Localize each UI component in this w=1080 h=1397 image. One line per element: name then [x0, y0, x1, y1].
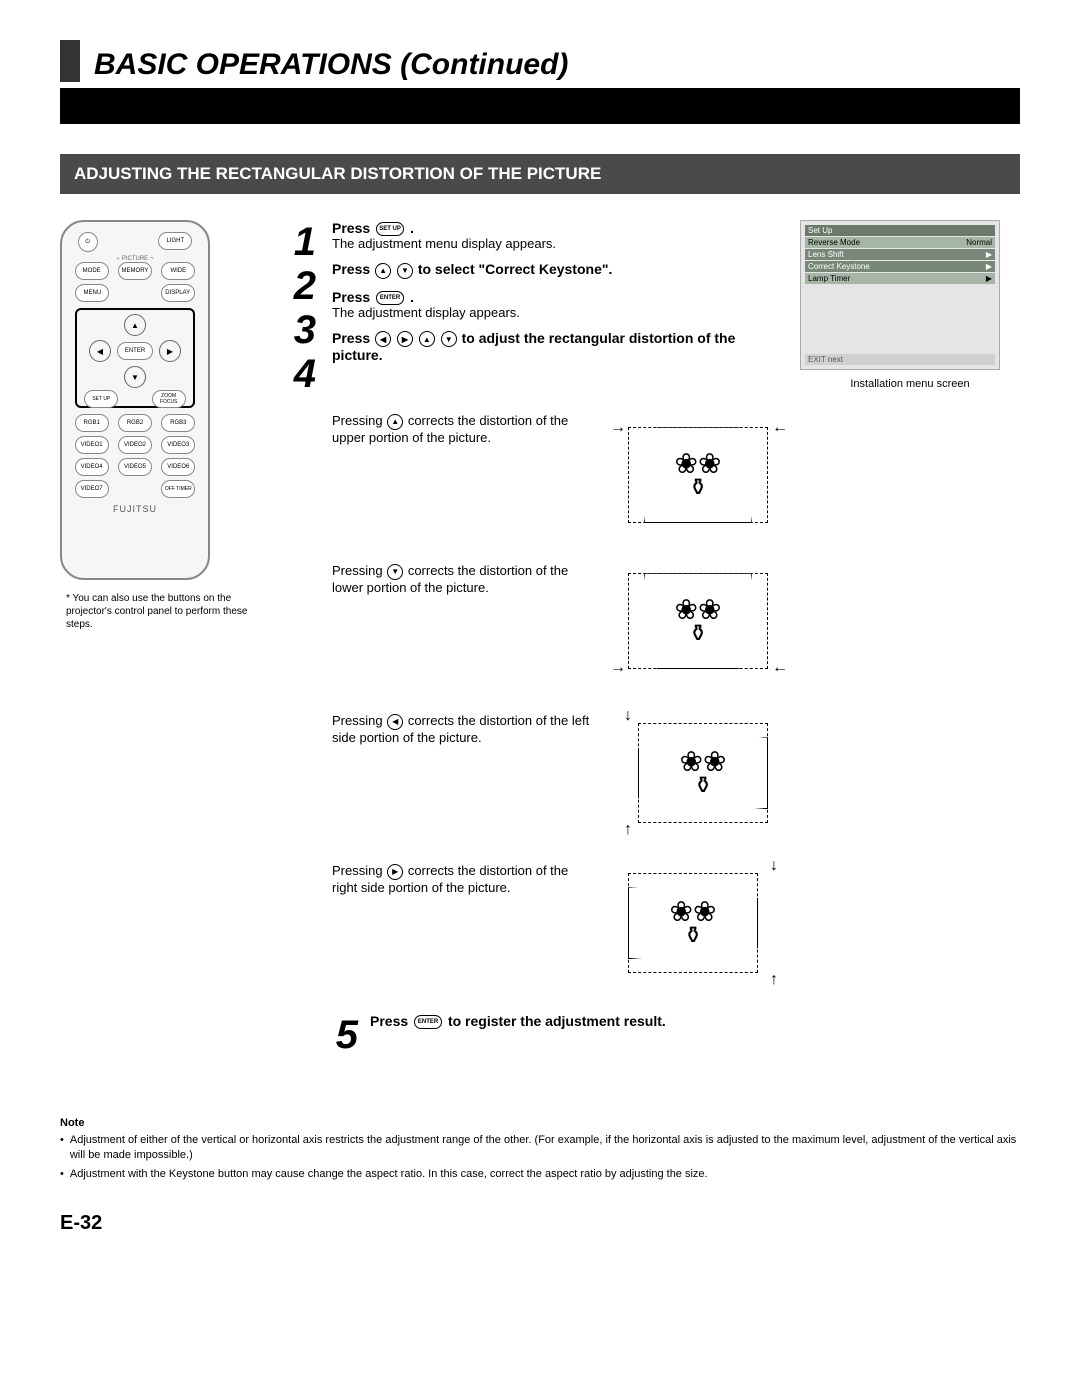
note-2: Adjustment with the Keystone button may …	[70, 1167, 708, 1182]
correction-up: Pressing ▲ corrects the distortion of th…	[332, 413, 784, 533]
menu-screen-column: Set Up Reverse Mode Normal Lens Shift ▶ …	[800, 220, 1020, 1057]
bullet-icon: •	[60, 1167, 64, 1182]
step-3-title: Press ENTER .	[332, 289, 414, 305]
dpad-group: ▲ ◀ ENTER ▶ ▼ SET UP ZOOM FOCUS	[75, 308, 195, 408]
blank-button	[118, 480, 152, 498]
down-arrow-icon: ▼	[441, 331, 457, 347]
arrow-right-icon: →	[610, 419, 626, 437]
enter-icon: ENTER	[414, 1015, 442, 1029]
note-1: Adjustment of either of the vertical or …	[70, 1133, 1020, 1163]
arrow-right-icon: →	[610, 659, 626, 677]
dpad-right-icon: ▶	[159, 340, 181, 362]
header-black-band	[60, 88, 1020, 124]
step-5-title: Press ENTER to register the adjustment r…	[370, 1013, 666, 1029]
left-arrow-icon: ◀	[375, 331, 391, 347]
step-3-sub: The adjustment display appears.	[332, 305, 784, 320]
right-arrow-icon: ▶	[387, 864, 403, 880]
step-1-number: 1	[276, 220, 316, 264]
installation-menu-screen: Set Up Reverse Mode Normal Lens Shift ▶ …	[800, 220, 1000, 370]
menu-item-lamp: Lamp Timer ▶	[805, 273, 995, 284]
menu-item-reverse: Reverse Mode Normal	[805, 237, 995, 248]
right-arrow-icon: ▶	[397, 331, 413, 347]
video5-button: VIDEO5	[118, 458, 152, 476]
distortion-figure-up: → ← ❀❀⚱	[614, 413, 784, 533]
remote-footnote: * You can also use the buttons on the pr…	[60, 592, 260, 631]
rgb2-button: RGB2	[118, 414, 152, 432]
up-arrow-icon: ▲	[387, 414, 403, 430]
arrow-down-icon: ↓	[770, 857, 778, 875]
step-5-number: 5	[332, 1013, 358, 1057]
distortion-figure-down: → ← ❀❀⚱	[614, 563, 784, 683]
step-3-number: 3	[276, 308, 316, 352]
up-arrow-icon: ▲	[375, 263, 391, 279]
video3-button: VIDEO3	[161, 436, 195, 454]
enter-button: ENTER	[117, 342, 153, 360]
display-button: DISPLAY	[161, 284, 195, 302]
setup-icon: SET UP	[376, 222, 404, 236]
wide-button: WIDE	[161, 262, 195, 280]
step-2-title: Press ▲ ▼ to select "Correct Keystone".	[332, 261, 612, 277]
page-title: BASIC OPERATIONS (Continued)	[94, 48, 568, 82]
video7-button: VIDEO7	[75, 480, 109, 498]
left-arrow-icon: ◀	[387, 714, 403, 730]
dpad-up-icon: ▲	[124, 314, 146, 336]
notes-section: Note •Adjustment of either of the vertic…	[60, 1117, 1020, 1182]
rgb3-button: RGB3	[161, 414, 195, 432]
step-1-sub: The adjustment menu display appears.	[332, 236, 784, 251]
step-numbers-column: 1 2 3 4	[276, 220, 316, 1057]
enter-icon: ENTER	[376, 291, 404, 305]
step-2-number: 2	[276, 264, 316, 308]
video2-button: VIDEO2	[118, 436, 152, 454]
page-header: BASIC OPERATIONS (Continued)	[60, 40, 1020, 82]
bullet-icon: •	[60, 1133, 64, 1163]
step-1-title: Press SET UP .	[332, 220, 414, 236]
menu-title: Set Up	[805, 225, 995, 236]
down-arrow-icon: ▼	[397, 263, 413, 279]
arrow-up-icon: ↑	[624, 821, 632, 839]
zoom-focus-button: ZOOM FOCUS	[152, 390, 186, 408]
down-arrow-icon: ▼	[387, 564, 403, 580]
correction-right: Pressing ▶ corrects the distortion of th…	[332, 863, 784, 983]
light-button: LIGHT	[158, 232, 192, 250]
menu-button: MENU	[75, 284, 109, 302]
video4-button: VIDEO4	[75, 458, 109, 476]
rgb1-button: RGB1	[75, 414, 109, 432]
flower-icon: ❀❀⚱	[675, 453, 722, 498]
menu-item-lens: Lens Shift ▶	[805, 249, 995, 260]
dpad-down-icon: ▼	[124, 366, 146, 388]
remote-control-diagram: ⏻ LIGHT ⌐ PICTURE ¬ MODE MEMORY WIDE MEN…	[60, 220, 210, 580]
off-timer-button: OFF TIMER	[161, 480, 195, 498]
setup-button: SET UP	[84, 390, 118, 408]
flower-icon: ❀❀⚱	[670, 901, 717, 946]
correction-left: Pressing ◀ corrects the distortion of th…	[332, 713, 784, 833]
menu-item-keystone: Correct Keystone ▶	[805, 261, 995, 272]
power-button: ⏻	[78, 232, 98, 252]
header-accent-bar	[60, 40, 80, 82]
flower-icon: ❀❀⚱	[680, 751, 727, 796]
correction-down: Pressing ▼ corrects the distortion of th…	[332, 563, 784, 683]
page-number: E-32	[60, 1212, 1020, 1235]
memory-button: MEMORY	[118, 262, 152, 280]
brand-label: FUJITSU	[70, 504, 200, 514]
distortion-figure-right: ↓ ↑ ❀❀⚱	[614, 863, 784, 983]
flower-icon: ❀❀⚱	[675, 599, 722, 644]
arrow-down-icon: ↓	[624, 707, 632, 725]
note-heading: Note	[60, 1117, 1020, 1129]
dpad-left-icon: ◀	[89, 340, 111, 362]
remote-column: ⏻ LIGHT ⌐ PICTURE ¬ MODE MEMORY WIDE MEN…	[60, 220, 260, 1057]
section-heading: ADJUSTING THE RECTANGULAR DISTORTION OF …	[60, 154, 1020, 194]
menu-footer: EXIT next	[805, 354, 995, 365]
video6-button: VIDEO6	[161, 458, 195, 476]
arrow-left-icon: ←	[772, 659, 788, 677]
distortion-figure-left: ↓ ↑ ❀❀⚱	[614, 713, 784, 833]
up-arrow-icon: ▲	[419, 331, 435, 347]
steps-column: Press SET UP . The adjustment menu displ…	[332, 220, 784, 1057]
menu-caption: Installation menu screen	[800, 378, 1020, 390]
video1-button: VIDEO1	[75, 436, 109, 454]
arrow-up-icon: ↑	[770, 971, 778, 989]
step-4-title: Press ◀ ▶ ▲ ▼ to adjust the rectangular …	[332, 330, 735, 363]
step-4-number: 4	[276, 352, 316, 396]
mode-button: MODE	[75, 262, 109, 280]
arrow-left-icon: ←	[772, 419, 788, 437]
